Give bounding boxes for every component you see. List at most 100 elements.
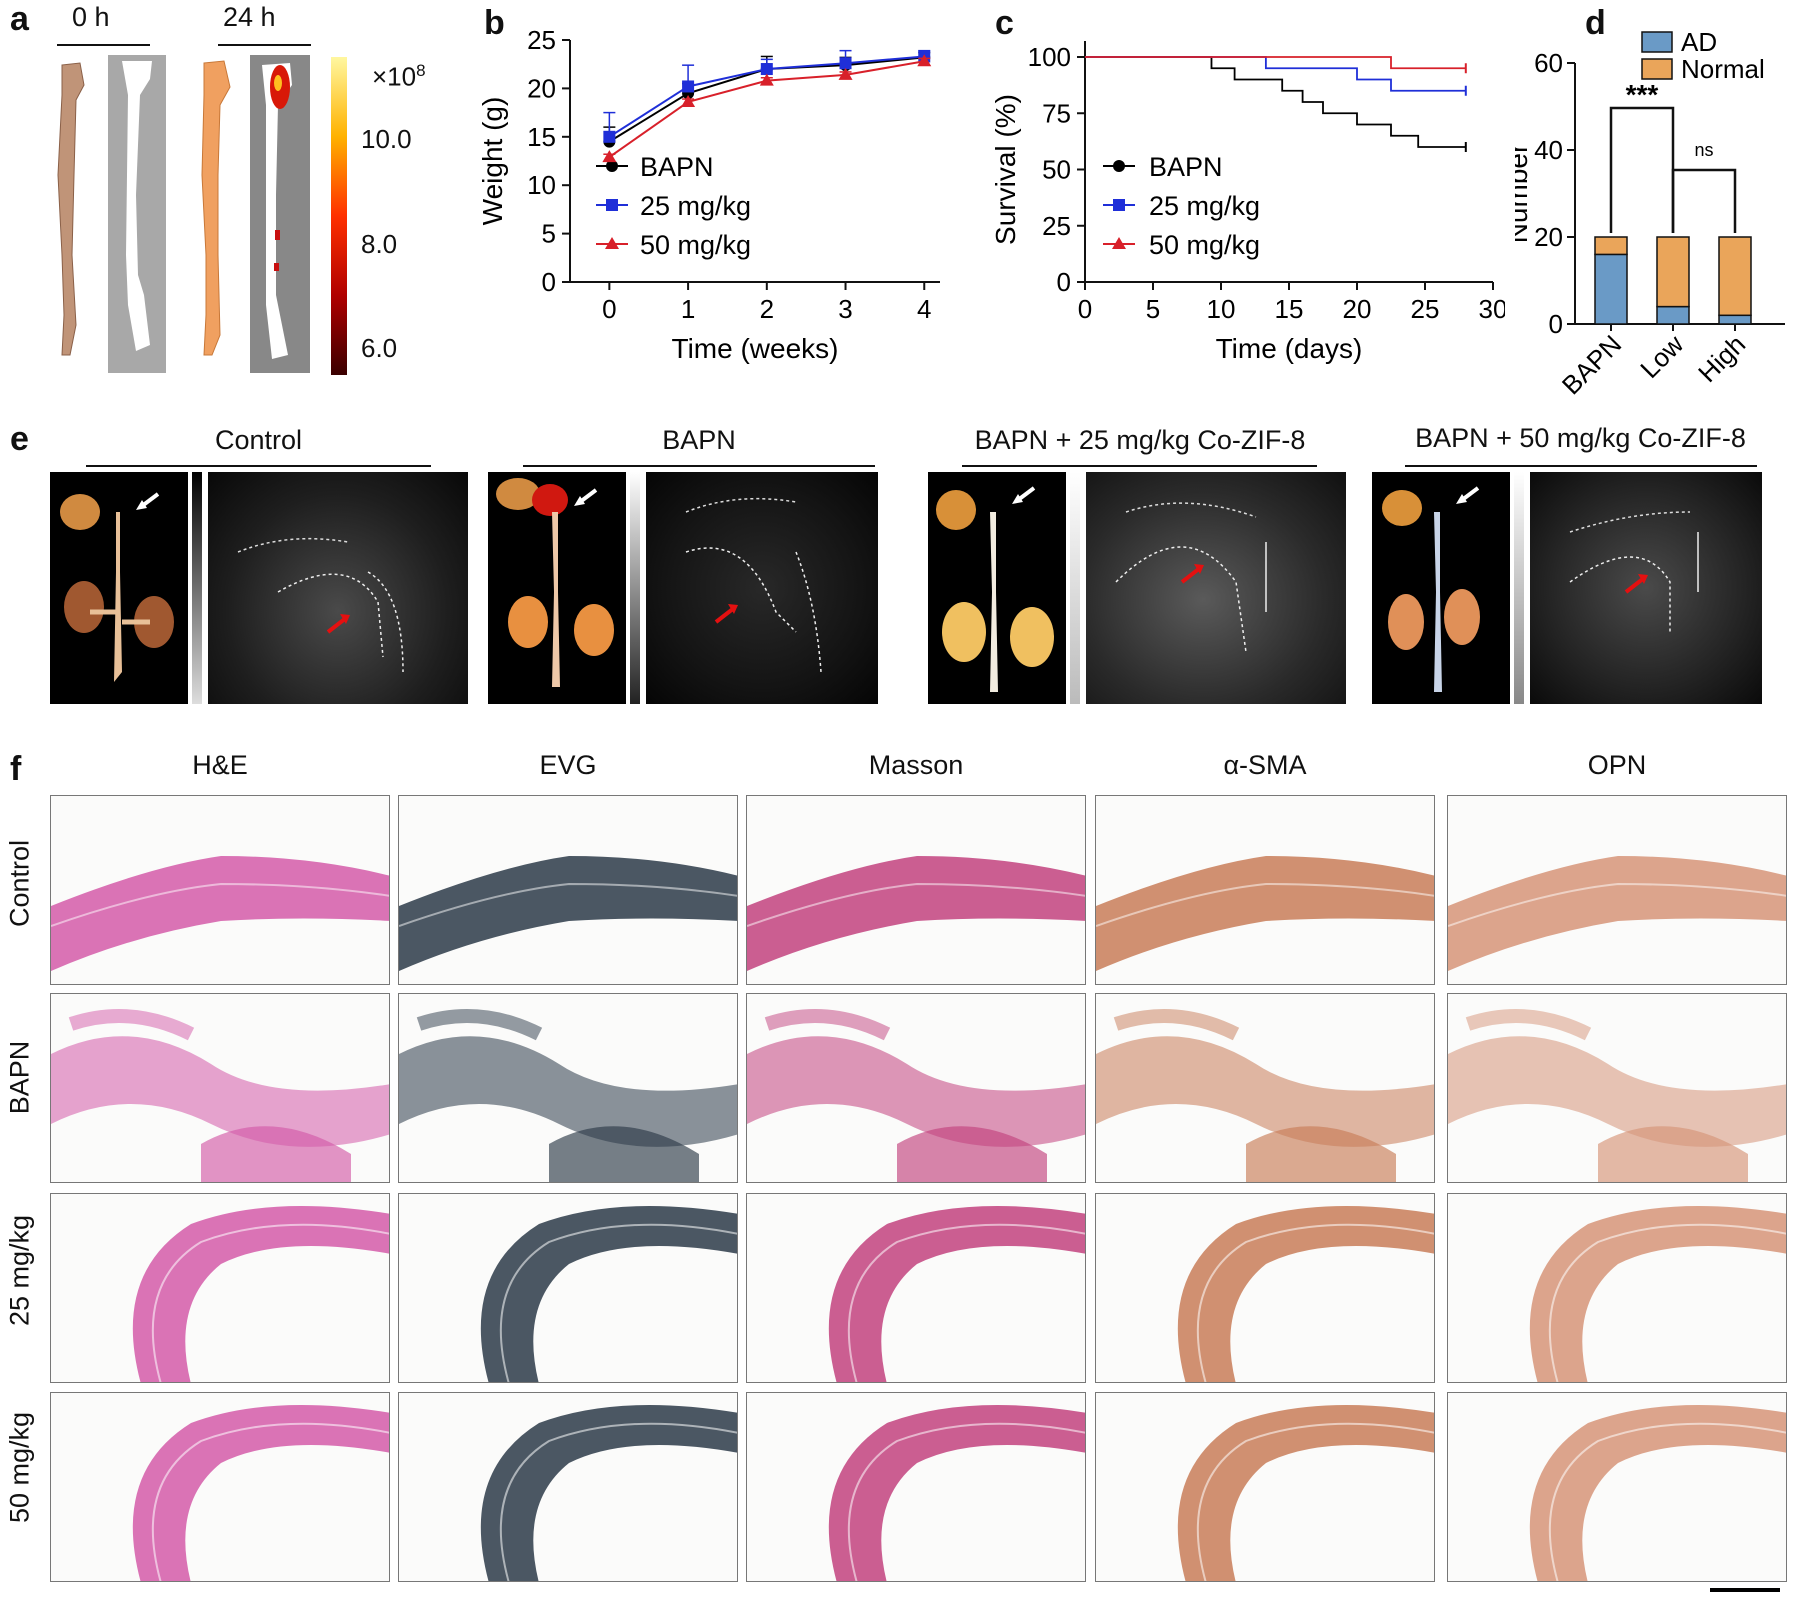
b-series-2 bbox=[602, 54, 932, 163]
f-row-control: Control bbox=[4, 839, 35, 928]
histology-drawing bbox=[399, 856, 737, 971]
e-title-bapn: BAPN bbox=[662, 425, 736, 455]
ultrasound-control bbox=[208, 472, 468, 704]
vessel-wall bbox=[51, 856, 389, 971]
hotspot-mid-1 bbox=[275, 230, 280, 240]
f-col-opn: OPN bbox=[1587, 750, 1647, 780]
c-xlabel: Time (days) bbox=[1216, 333, 1363, 364]
vessel-wall bbox=[1448, 856, 1786, 971]
hotspot-core bbox=[274, 75, 282, 91]
e-title-bapn-line bbox=[523, 465, 875, 467]
hotspot-mid-2 bbox=[274, 263, 279, 271]
c-ytick-label: 50 bbox=[1042, 155, 1071, 185]
false-lumen-wall bbox=[1246, 1126, 1396, 1182]
histology-bapn-sma bbox=[1095, 993, 1435, 1183]
histology-drawing bbox=[480, 1206, 737, 1382]
d-bar-ad-2 bbox=[1718, 314, 1752, 325]
b-point bbox=[839, 57, 852, 70]
organ-photo-bapn bbox=[488, 472, 626, 704]
b-ylabel: Weight (g) bbox=[477, 97, 508, 226]
d-bar-normal-1 bbox=[1656, 236, 1690, 308]
scale-strip-25 bbox=[1070, 472, 1080, 704]
b-ytick-label: 15 bbox=[527, 122, 556, 152]
histology-25-he bbox=[50, 1193, 390, 1383]
c-curve-1 bbox=[1085, 56, 1466, 92]
ultrasound-50 bbox=[1530, 472, 1762, 704]
scale-strip-bapn bbox=[630, 472, 640, 704]
false-lumen-wall bbox=[201, 1126, 351, 1182]
scale-bar bbox=[1710, 1588, 1780, 1592]
histology-drawing bbox=[132, 1206, 389, 1382]
vessel-ring bbox=[480, 1405, 737, 1581]
b-point bbox=[759, 73, 774, 86]
panel-label-a: a bbox=[10, 0, 29, 38]
vessel-ring bbox=[1177, 1405, 1434, 1581]
f-row-50: 50 mg/kg bbox=[4, 1411, 35, 1524]
b-xtick-label: 3 bbox=[838, 294, 852, 324]
f-col-sma: α-SMA bbox=[1223, 750, 1307, 780]
b-point bbox=[760, 63, 773, 76]
c-legend-marker bbox=[1113, 160, 1125, 172]
d-bar-ad-1 bbox=[1656, 305, 1690, 325]
b-xtick-label: 2 bbox=[760, 294, 774, 324]
dissected-wall bbox=[399, 1036, 737, 1147]
histology-drawing bbox=[747, 1009, 1085, 1182]
aorta-fluorescence-images bbox=[57, 55, 310, 373]
elastic-lamina bbox=[847, 1223, 1085, 1382]
vessel-wall bbox=[747, 856, 1085, 971]
elastic-lamina bbox=[747, 882, 1085, 927]
b-ytick-label: 5 bbox=[542, 219, 556, 249]
fragmented-fibers bbox=[764, 1009, 891, 1041]
chart-weight: 0 5 10 15 20 25 0 1 2 3 4 Time (weeks) Weight (g) BAP… bbox=[477, 25, 940, 364]
d-legend-label: Normal bbox=[1681, 54, 1765, 84]
dissected-wall bbox=[51, 1036, 389, 1147]
b-legend-label: BAPN bbox=[640, 152, 714, 182]
histology-drawing bbox=[1177, 1405, 1434, 1581]
elastic-lamina bbox=[847, 1422, 1085, 1581]
d-ytick-label: 40 bbox=[1534, 135, 1563, 165]
vessel-wall bbox=[1096, 856, 1434, 971]
histology-bapn-he bbox=[50, 993, 390, 1183]
d-legend-swatch bbox=[1641, 31, 1673, 53]
false-lumen-wall bbox=[549, 1126, 699, 1182]
c-xtick-label: 0 bbox=[1078, 294, 1092, 324]
f-col-masson: Masson bbox=[868, 750, 964, 780]
organ-photo-25 bbox=[928, 472, 1066, 704]
b-point bbox=[681, 94, 696, 107]
b-point bbox=[838, 67, 853, 80]
histology-drawing bbox=[51, 1009, 389, 1182]
d-sig-2: ns bbox=[1694, 140, 1713, 160]
vessel-ring bbox=[828, 1405, 1085, 1581]
scale-strip-50 bbox=[1514, 472, 1524, 704]
d-bar-ad-0 bbox=[1594, 253, 1628, 325]
c-legend-label: 25 mg/kg bbox=[1149, 191, 1260, 221]
d-sig-bracket-1 bbox=[1609, 106, 1675, 233]
b-point bbox=[917, 54, 932, 67]
panel-label-f: f bbox=[10, 750, 22, 788]
vessel-ring bbox=[1177, 1206, 1434, 1382]
time-24h-bracket bbox=[218, 44, 311, 46]
elastic-lamina bbox=[499, 1223, 737, 1382]
histology-drawing bbox=[480, 1405, 737, 1581]
c-xtick-label: 10 bbox=[1207, 294, 1236, 324]
c-legend-marker bbox=[1113, 199, 1125, 211]
scale-strip-control bbox=[192, 472, 202, 704]
b-point bbox=[682, 80, 695, 93]
dissected-wall bbox=[747, 1036, 1085, 1147]
c-ytick-label: 25 bbox=[1042, 211, 1071, 241]
histology-control-opn bbox=[1447, 795, 1787, 985]
histology-drawing bbox=[1096, 1009, 1434, 1182]
histology-50-evg bbox=[398, 1392, 738, 1582]
histology-50-he bbox=[50, 1392, 390, 1582]
colorbar-tick-1: 10.0 bbox=[361, 124, 412, 154]
fragmented-fibers bbox=[1113, 1009, 1240, 1041]
e-title-25-line bbox=[962, 465, 1317, 467]
histology-drawing bbox=[1177, 1206, 1434, 1382]
b-xtick-label: 4 bbox=[917, 294, 931, 324]
colorbar-tick-3: 6.0 bbox=[361, 333, 398, 363]
vessel-ring bbox=[132, 1405, 389, 1581]
histology-drawing bbox=[399, 1009, 737, 1182]
b-xtick-label: 0 bbox=[602, 294, 616, 324]
c-xtick-label: 5 bbox=[1146, 294, 1160, 324]
